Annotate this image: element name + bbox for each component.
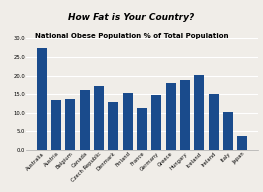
Text: National Obese Population % of Total Population: National Obese Population % of Total Pop… [35,33,228,39]
Bar [137,108,147,150]
Bar [37,48,47,150]
Bar [223,112,233,150]
Bar [194,75,204,150]
Text: How Fat is Your Country?: How Fat is Your Country? [68,13,195,22]
Bar [94,86,104,150]
Bar [80,90,90,150]
Bar [51,100,61,150]
Bar [180,80,190,150]
Bar [151,95,161,150]
Bar [237,136,247,150]
Bar [65,98,75,150]
Bar [108,102,118,150]
Bar [123,93,133,150]
Bar [166,83,176,150]
Bar [209,94,219,150]
